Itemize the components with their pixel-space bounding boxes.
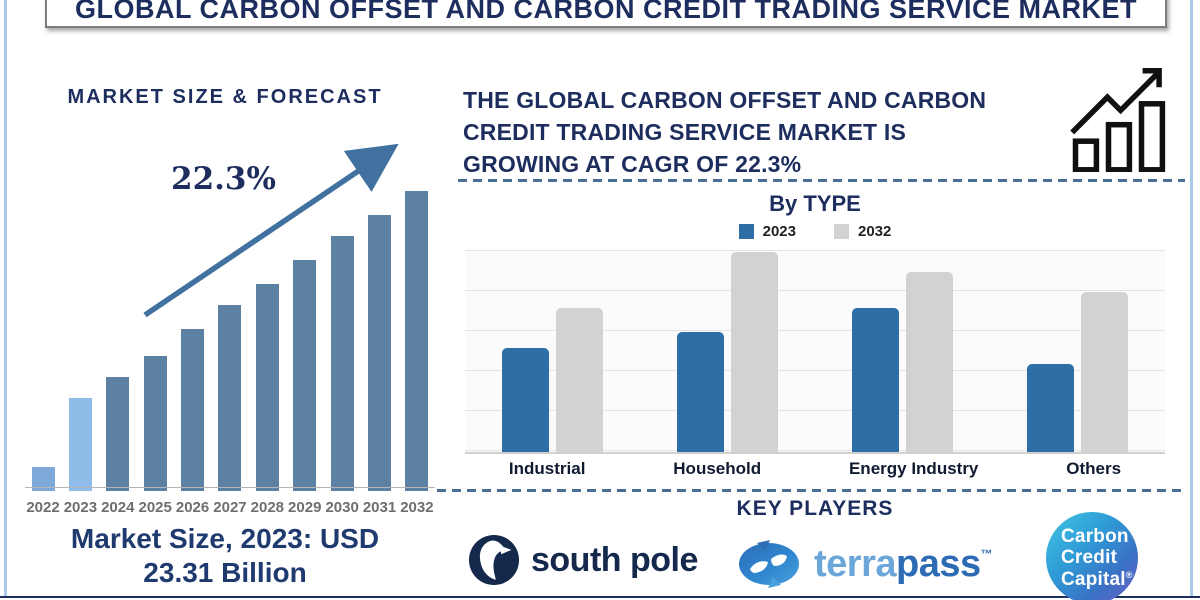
- type-category-label: Industrial: [508, 459, 586, 478]
- page-title: GLOBAL CARBON OFFSET AND CARBON CREDIT T…: [74, 0, 1137, 24]
- by-type-title: By TYPE: [769, 191, 861, 216]
- legend-label-2032: 2032: [858, 223, 892, 240]
- bar-chart-growth-icon: [1070, 68, 1166, 172]
- logo-carbon-credit-capital: Carbon Credit Capital®: [1046, 512, 1138, 600]
- terrapass-trademark: ™: [980, 546, 993, 561]
- right-edge-line: [1190, 0, 1193, 597]
- type-bar-2032-industrial: [556, 308, 603, 452]
- forecast-bar-group-2025: 2025: [138, 356, 172, 515]
- type-bar-2023-household: [677, 332, 724, 452]
- left-edge-line: [4, 0, 7, 597]
- forecast-bar-2022: [31, 467, 55, 491]
- forecast-bar-group-2022: 2022: [26, 467, 60, 515]
- by-type-categories: Industrial Household Energy Industry Others: [465, 459, 1165, 479]
- forecast-bar-2025: [143, 356, 167, 491]
- forecast-bar-2029: [293, 260, 317, 491]
- forecast-bar-group-2023: 2023: [63, 398, 97, 515]
- legend-swatch-2032: [834, 224, 849, 239]
- legend-swatch-2023: [738, 224, 754, 239]
- forecast-year-label: 2028: [250, 499, 285, 516]
- cagr-annotation: 22.3%: [171, 161, 276, 197]
- forecast-bar-group-2026: 2026: [176, 329, 210, 515]
- type-bar-group-energy-industry: [852, 272, 953, 452]
- growth-headline: THE GLOBAL CARBON OFFSET AND CARBON CRED…: [463, 84, 1063, 181]
- type-bar-group-industrial: [502, 308, 603, 452]
- key-players-heading: KEY PLAYERS: [736, 497, 894, 520]
- forecast-year-label: 2030: [325, 499, 359, 516]
- legend-item-2023: 2023: [738, 223, 796, 240]
- forecast-year-label: 2026: [175, 499, 210, 516]
- forecast-bar-2031: [368, 215, 392, 491]
- terrapass-wordmark: terrapass™: [814, 542, 993, 586]
- forecast-year-label: 2031: [362, 499, 397, 516]
- ccc-line3-text: Capital: [1061, 568, 1126, 590]
- forecast-bar-2028: [255, 284, 279, 491]
- terrapass-swirl-icon: [739, 540, 799, 588]
- forecast-bar-2023: [68, 398, 92, 491]
- ccc-line3: Capital®: [1061, 569, 1138, 590]
- forecast-year-label: 2023: [63, 499, 98, 516]
- forecast-bar-group-2030: 2030: [325, 236, 359, 515]
- type-bar-2023-energy-industry: [852, 308, 899, 452]
- ccc-line1: Carbon: [1061, 526, 1129, 548]
- market-size-caption-line2: 23.31 Billion: [143, 557, 307, 589]
- forecast-heading: MARKET SIZE & FORECAST: [67, 86, 383, 108]
- forecast-bar-group-2028: 2028: [250, 284, 284, 515]
- terrapass-terra-text: terra: [814, 542, 897, 585]
- forecast-axis-line: [25, 487, 435, 488]
- forecast-bar-group-2031: 2031: [363, 215, 397, 515]
- legend-label-2023: 2023: [762, 223, 796, 240]
- forecast-chart: 2022 2023 2024 2025 2026 2027 2028 2029 2030 2031…: [25, 115, 435, 515]
- growth-headline-line3: GROWING AT CAGR OF 22.3%: [463, 151, 802, 178]
- forecast-year-label: 2027: [213, 499, 247, 516]
- forecast-year-label: 2029: [288, 499, 322, 516]
- dashed-separator-top: [458, 179, 1185, 182]
- market-size-caption-line1: Market Size, 2023: USD: [70, 523, 380, 554]
- forecast-bar-group-2024: 2024: [101, 377, 135, 515]
- type-category-label: Household: [673, 459, 762, 478]
- type-bar-2023-others: [1027, 364, 1074, 452]
- growth-headline-line1: THE GLOBAL CARBON OFFSET AND CARBON: [463, 87, 987, 113]
- terrapass-pass-text: pass: [896, 542, 981, 585]
- type-bar-2032-household: [731, 252, 778, 452]
- by-type-legend: 2023 2032: [465, 223, 1165, 240]
- forecast-bar-2024: [106, 377, 130, 491]
- forecast-year-label: 2024: [101, 499, 135, 516]
- growth-headline-line2: CREDIT TRADING SERVICE MARKET IS: [463, 119, 907, 146]
- south-pole-wordmark: south pole: [531, 540, 698, 579]
- logo-south-pole: south pole: [468, 533, 698, 587]
- forecast-year-label: 2032: [400, 499, 434, 516]
- forecast-bar-group-2029: 2029: [288, 260, 322, 515]
- dashed-separator-bottom: [437, 489, 1185, 492]
- ccc-line2: Credit: [1061, 547, 1118, 569]
- type-bar-2032-others: [1081, 292, 1128, 452]
- type-bar-2032-energy-industry: [906, 272, 953, 452]
- forecast-bar-2026: [181, 329, 205, 491]
- type-bar-2023-industrial: [502, 348, 549, 452]
- forecast-bar-group-2027: 2027: [213, 305, 247, 515]
- forecast-bar-2027: [218, 305, 242, 491]
- legend-item-2032: 2032: [834, 223, 891, 240]
- forecast-year-label: 2025: [138, 499, 172, 516]
- market-size-caption: Market Size, 2023: USD 23.31 Billion: [15, 522, 435, 590]
- logo-terrapass: terrapass™: [737, 538, 993, 590]
- by-type-plot: [465, 250, 1165, 454]
- south-pole-penguin-icon: [468, 534, 520, 586]
- forecast-year-label: 2022: [26, 499, 60, 516]
- type-bar-group-household: [677, 252, 778, 452]
- type-category-label: Energy Industry: [848, 459, 979, 478]
- type-category-label: Others: [1066, 459, 1122, 478]
- bottom-edge-line: [0, 596, 1200, 598]
- title-banner: GLOBAL CARBON OFFSET AND CARBON CREDIT T…: [45, 0, 1167, 28]
- forecast-bar-2030: [330, 236, 354, 491]
- ccc-registered-mark: ®: [1125, 569, 1133, 580]
- forecast-bar-group-2032: 2032: [400, 191, 434, 515]
- forecast-bar-2032: [405, 191, 429, 491]
- type-bar-group-others: [1027, 292, 1128, 452]
